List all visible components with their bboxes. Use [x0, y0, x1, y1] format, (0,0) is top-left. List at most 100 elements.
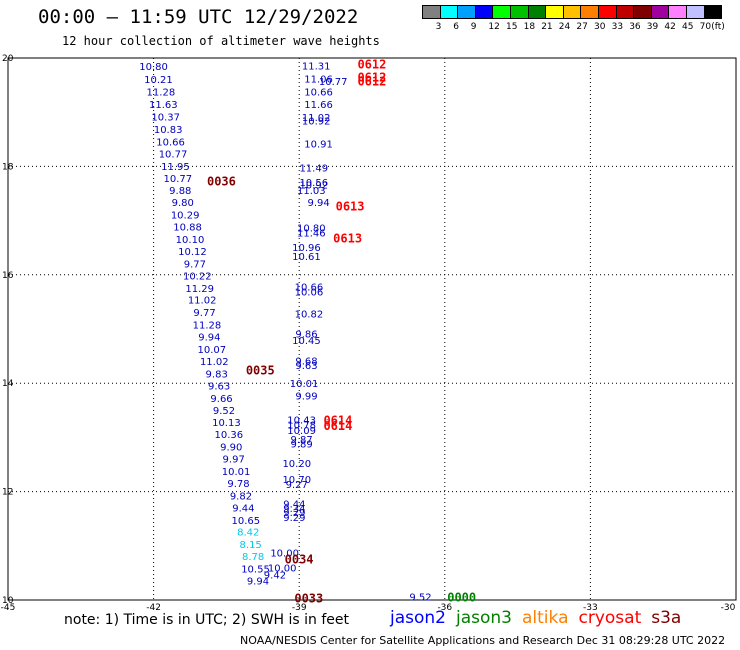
footer-note: note: 1) Time is in UTC; 2) SWH is in fe… [64, 612, 350, 628]
wave-height-point: 10.00 [268, 563, 297, 574]
wave-height-point: 10.80 [297, 224, 326, 235]
wave-height-point: 9.29 [283, 508, 305, 519]
wave-height-point: 9.80 [172, 198, 194, 209]
wave-height-point: 10.06 [295, 288, 324, 299]
wave-height-point: 9.44 [283, 500, 305, 511]
wave-height-point: 10.92 [302, 116, 331, 127]
wave-height-point: 10.13 [212, 418, 241, 429]
scale-label: 30 [594, 22, 606, 32]
wave-height-point: 11.06 [304, 75, 333, 86]
satellite-legend-s3a: s3a [651, 608, 682, 628]
page-subtitle: 12 hour collection of altimeter wave hei… [62, 34, 380, 48]
satellite-legend-altika: altika [522, 608, 569, 628]
wave-height-point: 9.97 [223, 455, 245, 466]
scale-label: 33 [611, 22, 624, 32]
wave-height-point: 9.44 [232, 503, 254, 514]
y-tick-label: 20 [2, 54, 14, 64]
y-tick-label: 12 [2, 488, 13, 498]
wave-height-point: 9.77 [193, 308, 215, 319]
wave-height-point: 11.28 [193, 321, 222, 332]
scale-label: 9 [470, 22, 477, 32]
wave-height-point: 10.07 [198, 345, 227, 356]
wave-height-point: 10.77 [164, 174, 193, 185]
wave-height-point: 10.78 [287, 420, 316, 431]
wave-height-point: 10.12 [178, 247, 207, 258]
wave-height-point: 9.82 [230, 491, 252, 502]
wave-height-point: 10.20 [282, 459, 311, 470]
wave-height-point: 9.63 [295, 361, 317, 372]
wave-height-point: 10.65 [231, 516, 260, 527]
wave-height-point: 9.90 [220, 443, 242, 454]
wave-height-point: 11.02 [302, 113, 331, 124]
wave-height-point: 8.78 [242, 552, 264, 563]
pass-time-label: 0612 [357, 71, 386, 85]
satellite-legend: jason2 jason3 altika cryosat s3a [390, 608, 691, 628]
wave-height-point: 9.29 [283, 513, 305, 524]
scale-label: 45 [682, 22, 694, 32]
pass-time-label: 0000 [447, 590, 476, 604]
wave-height-point: 9.83 [206, 369, 228, 380]
wave-height-point: 11.66 [304, 100, 333, 111]
wave-height-point: 10.96 [292, 243, 321, 254]
wave-height-point: 9.27 [286, 480, 308, 491]
wave-height-point: 10.82 [295, 309, 324, 320]
page-title: 00:00 – 11:59 UTC 12/29/2022 [38, 6, 359, 28]
wave-height-point: 10.77 [319, 77, 348, 88]
wave-height-point: 9.94 [247, 576, 269, 587]
wave-height-point: 10.56 [299, 178, 328, 189]
wave-height-point: 10.66 [156, 137, 185, 148]
wave-height-point: 10.66 [295, 283, 324, 294]
wave-height-point: 11.49 [299, 163, 328, 174]
wave-height-point: 10.91 [304, 140, 333, 151]
x-tick-label: -45 [1, 603, 16, 613]
pass-time-label: 0035 [246, 364, 275, 378]
x-tick-label: -33 [583, 603, 598, 613]
wave-height-point: 9.68 [295, 356, 317, 367]
wave-height-point: 10.10 [176, 235, 205, 246]
wave-height-point: 9.78 [227, 479, 249, 490]
wave-height-point: 10.45 [292, 336, 321, 347]
wave-height-point: 10.55 [241, 565, 270, 576]
wave-height-point: 10.80 [139, 62, 168, 73]
satellite-legend-jason3: jason3 [456, 608, 512, 628]
wave-height-point: 9.86 [295, 329, 317, 340]
scale-label: 24 [558, 22, 571, 32]
scale-label: 12 [488, 22, 500, 32]
wave-height-point: 10.21 [144, 75, 173, 86]
wave-height-point: 9.94 [307, 198, 329, 209]
y-tick-label: 16 [2, 271, 14, 281]
plot-frame [7, 57, 737, 601]
wave-height-point: 11.03 [297, 186, 326, 197]
scale-label: 70 [699, 22, 712, 32]
scale-label: 42 [664, 22, 676, 32]
wave-height-point: 10.77 [159, 149, 188, 160]
pass-time-label: 0613 [336, 200, 365, 214]
wave-height-point: 10.83 [154, 125, 183, 136]
wave-height-point: 10.22 [183, 271, 212, 282]
scale-label: 36 [629, 22, 641, 32]
wave-height-point: 9.89 [290, 439, 312, 450]
pass-time-label: 0034 [285, 552, 314, 566]
wave-height-point: 9.42 [264, 571, 286, 582]
wave-height-point: 11.02 [188, 296, 217, 307]
wave-height-point: 10.09 [287, 426, 316, 437]
y-tick-label: 18 [2, 162, 14, 172]
wave-height-point: 10.43 [287, 416, 316, 427]
scale-label: (ft) [711, 22, 725, 32]
footer-credit: NOAA/NESDIS Center for Satellite Applica… [240, 634, 726, 647]
y-tick-label: 10 [2, 596, 14, 606]
scale-label: 21 [541, 22, 553, 32]
pass-time-label: 0613 [333, 231, 362, 245]
wave-height-point: 8.15 [240, 540, 262, 551]
wave-height-point: 10.37 [151, 113, 180, 124]
x-tick-label: -36 [437, 603, 452, 613]
pass-time-label: 0612 [357, 58, 386, 72]
wave-height-point: 9.52 [409, 593, 431, 604]
wave-height-point: 9.94 [198, 333, 220, 344]
scale-label: 3 [435, 22, 442, 32]
scale-label: 15 [506, 22, 518, 32]
wave-height-point: 10.61 [292, 252, 321, 263]
satellite-legend-jason2: jason2 [390, 608, 446, 628]
